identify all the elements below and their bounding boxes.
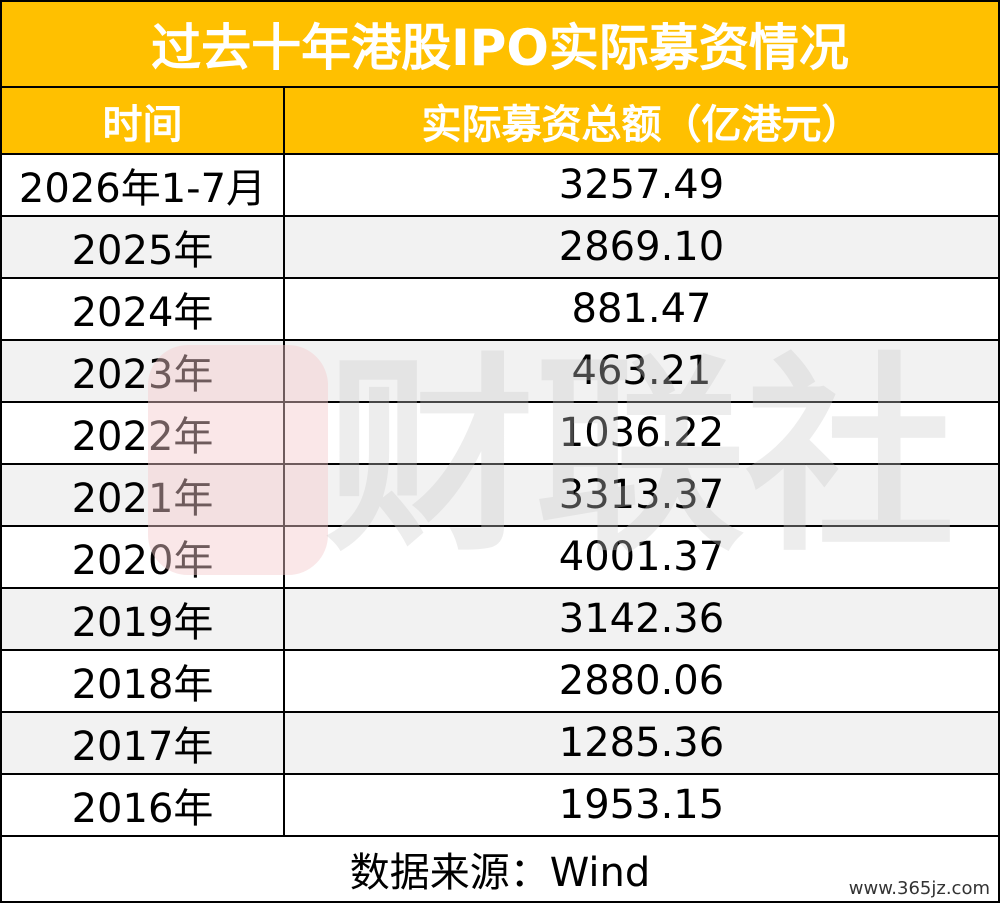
year-cell: 2019年 (0, 589, 285, 651)
amount-cell: 1953.15 (285, 775, 1000, 837)
amount-cell: 463.21 (285, 341, 1000, 403)
amount-cell: 3257.49 (285, 155, 1000, 217)
year-cell: 2016年 (0, 775, 285, 837)
amount-cell: 881.47 (285, 279, 1000, 341)
amount-cell: 3142.36 (285, 589, 1000, 651)
amount-cell: 2880.06 (285, 651, 1000, 713)
year-cell: 2018年 (0, 651, 285, 713)
amount-cell: 1285.36 (285, 713, 1000, 775)
amount-cell: 3313.37 (285, 465, 1000, 527)
table-title: 过去十年港股IPO实际募资情况 (0, 0, 1000, 88)
year-cell: 2025年 (0, 217, 285, 279)
amount-cell: 1036.22 (285, 403, 1000, 465)
year-cell: 2017年 (0, 713, 285, 775)
year-cell: 2022年 (0, 403, 285, 465)
header-cell: 时间 (0, 88, 285, 155)
header-cell: 实际募资总额（亿港元） (285, 88, 1000, 155)
amount-cell: 4001.37 (285, 527, 1000, 589)
amount-cell: 2869.10 (285, 217, 1000, 279)
year-cell: 2020年 (0, 527, 285, 589)
year-cell: 2024年 (0, 279, 285, 341)
year-cell: 2026年1-7月 (0, 155, 285, 217)
year-cell: 2021年 (0, 465, 285, 527)
watermark-site: www.365jz.com (842, 876, 996, 901)
year-cell: 2023年 (0, 341, 285, 403)
source-note: 数据来源：Wind (0, 837, 1000, 903)
